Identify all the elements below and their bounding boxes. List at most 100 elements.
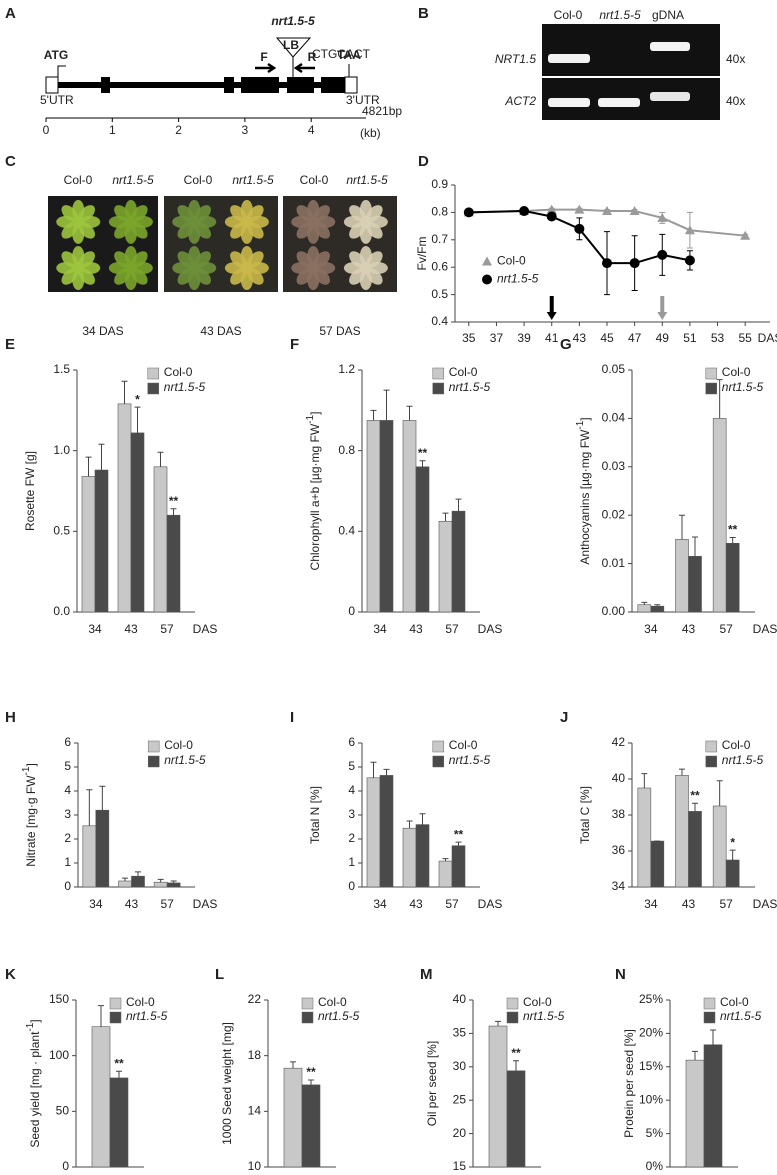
- legend-label: Col-0: [722, 365, 751, 379]
- leaf: [247, 205, 264, 222]
- y-tick-label: 22: [248, 992, 262, 1006]
- panel-label: J: [560, 709, 568, 726]
- genotype: nrt1.5-5: [232, 173, 274, 187]
- x-tick-label: 34: [89, 897, 103, 911]
- panel-label: C: [5, 153, 16, 170]
- lane-label: Col-0: [554, 8, 583, 22]
- start-codon: ATG: [44, 48, 68, 62]
- error-bar: [641, 601, 648, 605]
- rosette-center: [72, 215, 85, 228]
- bar: [451, 510, 466, 613]
- legend-swatch: [301, 997, 314, 1010]
- y-label-text: Total N [%]: [308, 786, 322, 844]
- y-tick-label: 5%: [646, 1126, 664, 1140]
- rosette-center: [240, 262, 253, 274]
- arrow-head: [657, 312, 668, 320]
- legend-swatch: [432, 740, 445, 753]
- legend-swatch: [705, 382, 718, 395]
- error-bar: [383, 389, 390, 421]
- significance: **: [169, 494, 179, 508]
- bar: [650, 840, 665, 888]
- y-tick-label: 36: [612, 843, 626, 857]
- y-tick-label: 0.8: [431, 205, 448, 219]
- gene-line: [50, 82, 348, 88]
- error-bar: [170, 508, 177, 516]
- gel: B Col-0 nrt1.5-5 gDNA NRT1.5 ACT2 40x 40…: [418, 5, 745, 120]
- x-tick-label: 43: [573, 331, 587, 345]
- scale-unit: (kb): [360, 126, 381, 140]
- error-bar: [121, 380, 128, 404]
- y-tick-label: 15%: [639, 1059, 663, 1073]
- error-bar: [513, 1060, 519, 1071]
- x-tick-label: 34: [373, 622, 387, 636]
- leaf: [366, 205, 383, 222]
- bar: [379, 775, 394, 888]
- error-bar: [419, 460, 426, 467]
- y-tick-label: 35: [453, 1026, 467, 1040]
- bar: [712, 418, 727, 613]
- y-tick-label: 6: [348, 735, 355, 749]
- marker: [602, 206, 612, 216]
- significance: **: [306, 1065, 316, 1079]
- bar: [451, 845, 466, 888]
- legend-swatch: [705, 755, 718, 768]
- age: 57 DAS: [319, 324, 360, 338]
- y-label-text: Chlorophyll a+b [µg·mg FW: [308, 423, 322, 570]
- y-label-sup: -1: [305, 414, 316, 423]
- y-label-text: ]: [308, 412, 322, 415]
- exon: [241, 77, 279, 93]
- insert-seq: CTGCACT: [312, 47, 371, 61]
- bar: [153, 466, 168, 613]
- y-tick-label: 0.5: [431, 287, 448, 301]
- age: 34 DAS: [82, 324, 123, 338]
- utr-label: 3'UTR: [346, 93, 380, 107]
- bar: [94, 469, 109, 613]
- error-bar: [692, 802, 698, 812]
- genotype: nrt1.5-5: [346, 173, 388, 187]
- bar: [301, 1084, 321, 1168]
- start-arrow: [57, 65, 66, 77]
- error-bar: [98, 1005, 104, 1027]
- t-dna: [275, 37, 312, 58]
- y-axis-label: Total C [%]: [578, 786, 592, 844]
- marker: [574, 223, 585, 234]
- significance: *: [135, 392, 140, 406]
- y-tick-label: 0.05: [602, 362, 626, 376]
- leaf: [78, 205, 95, 222]
- bar: [402, 827, 417, 888]
- bar: [650, 605, 665, 613]
- y-label-sup: -1: [25, 1022, 36, 1031]
- panel-label: K: [5, 966, 16, 983]
- x-axis-label: DAS: [478, 897, 503, 911]
- legend-label: Col-0: [164, 365, 193, 379]
- y-tick-label: 2: [348, 831, 355, 845]
- error-bar: [85, 456, 92, 477]
- rosette-center: [124, 262, 137, 274]
- rosette-center: [307, 215, 320, 228]
- leaf: [78, 251, 95, 268]
- y-tick-label: 2: [64, 831, 71, 845]
- y-tick-label: 0: [62, 1159, 69, 1173]
- primer-label: F: [260, 50, 267, 64]
- bar: [166, 514, 181, 613]
- x-tick-label: 53: [711, 331, 725, 345]
- bar: [725, 859, 740, 888]
- error-bar: [122, 877, 128, 881]
- band: [598, 98, 640, 107]
- x-tick-label: 57: [445, 897, 459, 911]
- legend-label: Col-0: [497, 254, 526, 268]
- x-axis-label: DAS: [753, 897, 777, 911]
- y-tick-label: 1.2: [338, 362, 355, 376]
- y-label-text: Oil per seed [%]: [425, 1041, 439, 1126]
- y-tick-label: 0.8: [338, 443, 355, 457]
- y-label-sup: -1: [21, 766, 32, 775]
- legend-label: nrt1.5-5: [164, 380, 206, 394]
- error-bar: [442, 858, 449, 862]
- y-tick-label: 18: [248, 1048, 262, 1062]
- bar: [95, 809, 110, 888]
- y-tick-label: 30: [453, 1059, 467, 1073]
- error-bar: [170, 880, 177, 883]
- legend-swatch: [147, 382, 160, 395]
- band: [650, 42, 690, 51]
- bar: [415, 824, 430, 888]
